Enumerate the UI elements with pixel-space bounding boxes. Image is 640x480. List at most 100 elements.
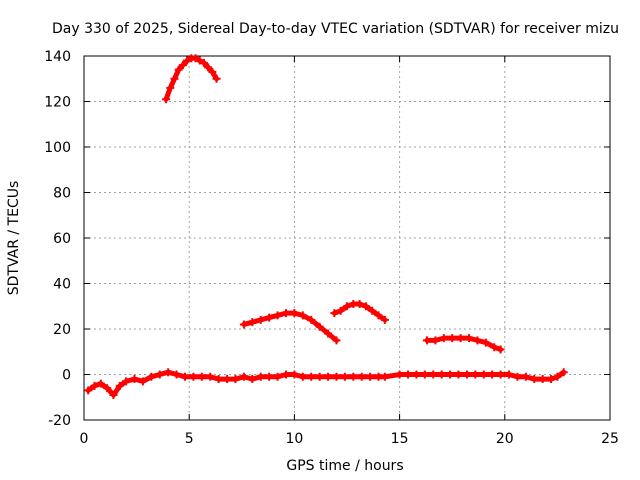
series-arc-2: [239, 309, 341, 345]
data-point: [429, 370, 438, 379]
x-axis-label: GPS time / hours: [286, 458, 403, 474]
data-point: [315, 322, 324, 331]
data-point: [195, 56, 204, 65]
data-points: [84, 54, 568, 399]
data-point: [380, 372, 389, 381]
data-point: [355, 299, 364, 308]
data-point: [349, 372, 358, 381]
data-point: [96, 379, 105, 388]
data-point: [199, 58, 208, 67]
data-point: [214, 375, 223, 384]
data-point: [496, 345, 505, 354]
y-tick-label: 80: [53, 186, 71, 202]
y-tick-label: 40: [53, 277, 71, 293]
data-point: [265, 372, 274, 381]
data-point: [454, 370, 463, 379]
data-point: [481, 338, 490, 347]
data-point: [559, 368, 568, 377]
data-point: [422, 336, 431, 345]
data-point: [204, 63, 213, 72]
data-point: [281, 370, 290, 379]
plot-frame: [83, 55, 611, 421]
data-point: [446, 370, 455, 379]
data-point: [298, 311, 307, 320]
data-point: [307, 315, 316, 324]
data-point: [547, 375, 556, 384]
data-point: [361, 302, 370, 311]
data-point: [273, 372, 282, 381]
data-point: [538, 375, 547, 384]
data-point: [471, 370, 480, 379]
y-tick-label: 0: [62, 368, 71, 384]
chart-title: Day 330 of 2025, Sidereal Day-to-day VTE…: [52, 21, 619, 37]
data-point: [473, 336, 482, 345]
data-point: [412, 370, 421, 379]
data-point: [395, 370, 404, 379]
data-point: [336, 306, 345, 315]
data-point: [315, 372, 324, 381]
data-point: [208, 67, 217, 76]
data-point: [404, 370, 413, 379]
data-point: [248, 375, 257, 384]
data-point: [231, 375, 240, 384]
series-arc-3: [330, 299, 389, 324]
data-point: [290, 309, 299, 318]
x-tick-labels: 0 5 10 15 20 25: [80, 431, 619, 447]
data-point: [164, 368, 173, 377]
data-point: [281, 309, 290, 318]
data-point: [239, 372, 248, 381]
data-point: [223, 375, 232, 384]
data-point: [479, 370, 488, 379]
data-point: [138, 377, 147, 386]
data-point: [357, 372, 366, 381]
data-point: [172, 370, 181, 379]
data-point: [174, 65, 183, 74]
data-point: [332, 336, 341, 345]
y-tick-label: 140: [44, 49, 71, 65]
data-point: [332, 372, 341, 381]
data-point: [448, 334, 457, 343]
x-tick-label: 20: [496, 431, 514, 447]
series-baseline: [84, 368, 568, 399]
data-point: [197, 372, 206, 381]
y-tick-label: -20: [48, 413, 71, 429]
data-point: [191, 54, 200, 63]
axis-ticks: [83, 55, 611, 421]
x-tick-label: 10: [285, 431, 303, 447]
y-tick-labels: -20 0 20 40 60 80 100 120 140: [44, 49, 71, 429]
data-point: [239, 320, 248, 329]
y-tick-label: 60: [53, 231, 71, 247]
data-point: [180, 372, 189, 381]
data-point: [307, 372, 316, 381]
data-point: [530, 375, 539, 384]
data-point: [340, 372, 349, 381]
data-point: [505, 370, 514, 379]
data-point: [368, 306, 377, 315]
grid-lines: [84, 56, 610, 420]
data-point: [103, 384, 112, 393]
data-point: [178, 61, 187, 70]
data-point: [420, 370, 429, 379]
data-point: [488, 370, 497, 379]
data-point: [343, 302, 351, 311]
data-point: [265, 313, 274, 322]
data-point: [147, 372, 156, 381]
data-point: [366, 372, 375, 381]
data-point: [431, 336, 440, 345]
data-point: [439, 334, 448, 343]
data-point: [183, 56, 192, 65]
data-point: [155, 370, 164, 379]
data-point: [553, 372, 562, 381]
data-point: [162, 95, 171, 104]
data-point: [170, 74, 179, 83]
data-point: [462, 370, 471, 379]
data-point: [256, 315, 265, 324]
y-tick-label: 100: [44, 140, 71, 156]
series-arc-1: [162, 54, 221, 104]
data-point: [437, 370, 446, 379]
data-point: [84, 386, 93, 395]
data-point: [496, 370, 505, 379]
data-point: [90, 381, 99, 390]
data-point: [290, 370, 299, 379]
